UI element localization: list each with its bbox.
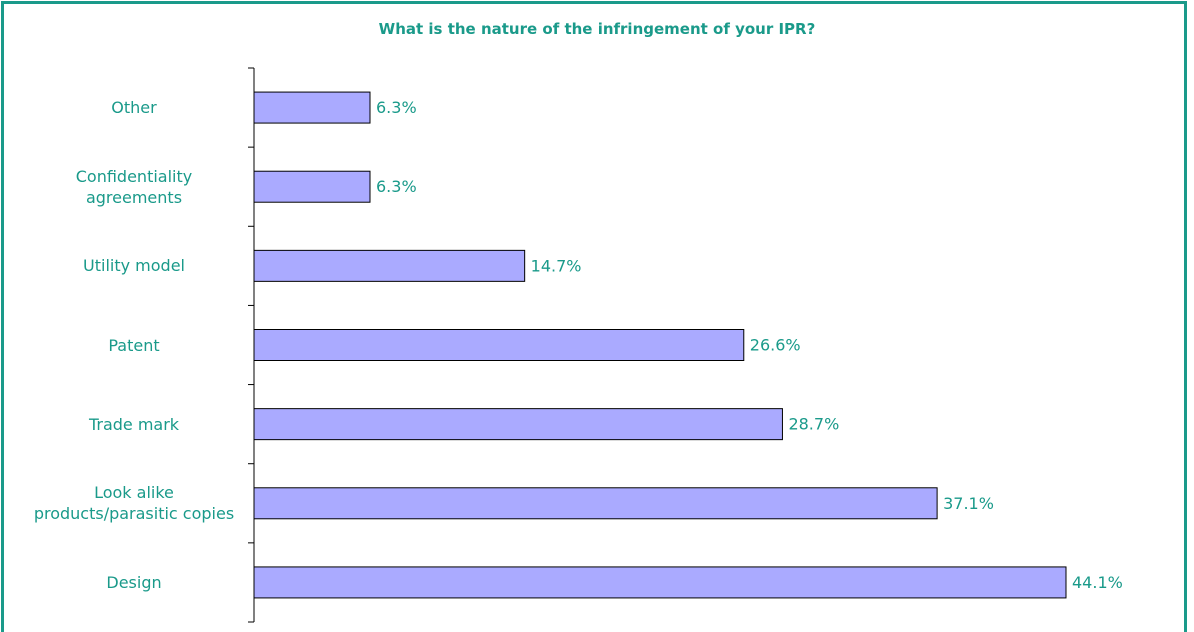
bar	[253, 329, 745, 361]
value-label: 6.3%	[376, 98, 417, 117]
category-label: Confidentiality agreements	[75, 166, 193, 207]
value-label: 37.1%	[943, 494, 994, 513]
category-label: Look alike products/parasitic copies	[33, 483, 235, 524]
category-label: Trade mark	[88, 414, 180, 434]
bar	[253, 249, 526, 282]
value-label: 14.7%	[531, 256, 582, 275]
value-label: 6.3%	[376, 177, 417, 196]
bar	[253, 170, 371, 203]
bar	[253, 91, 371, 124]
category-label: Other	[111, 98, 157, 118]
category-label: Utility model	[83, 256, 185, 276]
value-label: 28.7%	[788, 415, 839, 434]
bar	[253, 566, 1067, 599]
category-label: Design	[106, 572, 162, 592]
chart-title: What is the nature of the infringement o…	[378, 20, 816, 38]
bar	[253, 487, 938, 520]
value-label: 26.6%	[750, 336, 801, 355]
bar	[253, 408, 783, 441]
value-label: 44.1%	[1072, 573, 1123, 592]
category-label: Patent	[108, 335, 160, 355]
